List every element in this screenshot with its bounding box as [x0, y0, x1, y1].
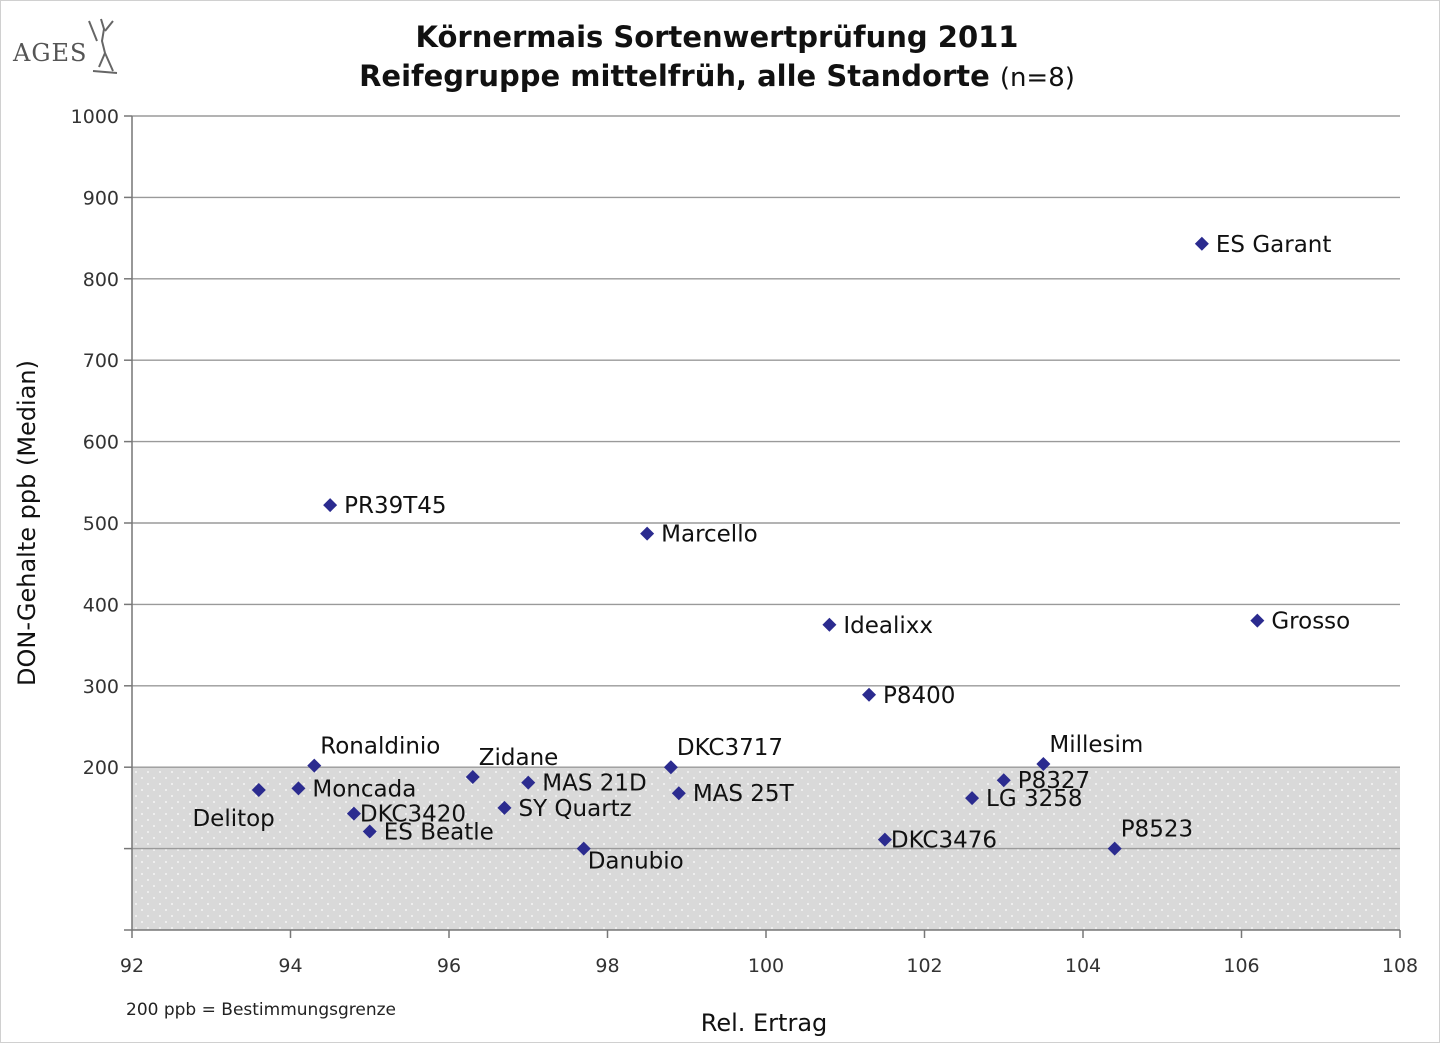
- data-point-marker: [1107, 841, 1122, 856]
- data-point-marker: [521, 775, 536, 790]
- y-tick-label: 700: [83, 350, 119, 372]
- data-point-label: Danubio: [588, 849, 684, 875]
- x-tick-label: 104: [1065, 955, 1101, 977]
- y-tick-label: 800: [83, 269, 119, 291]
- data-point-marker: [497, 800, 512, 815]
- data-point-marker: [346, 806, 361, 821]
- x-axis-title: Rel. Ertrag: [701, 1009, 828, 1037]
- data-point-label: Grosso: [1271, 609, 1350, 635]
- data-point-marker: [1250, 613, 1265, 628]
- x-tick-label: 106: [1223, 955, 1259, 977]
- chart-title: Körnermais Sortenwertprüfung 2011: [416, 20, 1019, 54]
- logo-text: AGES: [12, 39, 87, 67]
- x-tick-label: 96: [437, 955, 461, 977]
- data-point-marker: [362, 824, 377, 839]
- data-point-label: Ronaldinio: [320, 734, 440, 760]
- x-tick-label: 94: [278, 955, 302, 977]
- data-point-label: DKC3476: [891, 828, 997, 854]
- data-point-label: DKC3420: [360, 802, 466, 828]
- data-point-marker: [862, 687, 877, 702]
- data-point-label: SY Quartz: [518, 796, 631, 822]
- x-tick-label: 92: [120, 955, 144, 977]
- logo-figure-icon: [88, 18, 118, 74]
- y-tick-label: 600: [83, 432, 119, 454]
- data-point-marker: [663, 760, 678, 775]
- x-tick-label: 100: [748, 955, 784, 977]
- data-point-marker: [307, 758, 322, 773]
- y-tick-label: 200: [83, 757, 119, 779]
- data-point-label: P8400: [883, 683, 955, 709]
- data-point-marker: [640, 526, 655, 541]
- chart-subtitle-suffix: (n=8): [1000, 63, 1075, 93]
- data-point-label: PR39T45: [344, 493, 446, 519]
- x-tick-label: 98: [595, 955, 619, 977]
- data-point-label: DKC3717: [677, 735, 783, 761]
- chart-subtitle-line: Reifegruppe mittelfrüh, alle Standorte (n…: [359, 59, 1075, 93]
- y-tick-label: 500: [83, 513, 119, 535]
- data-point-marker: [965, 791, 980, 806]
- data-point-label: MAS 25T: [693, 781, 795, 807]
- data-point-label: Delitop: [192, 806, 274, 832]
- data-point-marker: [465, 769, 480, 784]
- data-point-marker: [996, 773, 1011, 788]
- footnote: 200 ppb = Bestimmungsgrenze: [126, 1000, 396, 1020]
- data-point-marker: [1036, 756, 1051, 771]
- data-point-label: ES Garant: [1216, 232, 1332, 258]
- data-point-label: Millesim: [1049, 732, 1143, 758]
- data-point-label: MAS 21D: [542, 771, 646, 797]
- y-tick-label: 1000: [71, 106, 119, 128]
- ages-logo: AGES: [12, 18, 118, 74]
- data-point-label: P8523: [1121, 817, 1193, 843]
- data-point-marker: [877, 832, 892, 847]
- data-point-marker: [291, 781, 306, 796]
- data-point-label: Moncada: [312, 776, 416, 802]
- data-point-marker: [822, 617, 837, 632]
- data-point-label: LG 3258: [986, 786, 1082, 812]
- y-tick-label: 900: [83, 187, 119, 209]
- y-tick-label: 300: [83, 676, 119, 698]
- data-point-label: P8327: [1018, 768, 1090, 794]
- data-point-marker: [671, 786, 686, 801]
- y-tick-label: 400: [83, 594, 119, 616]
- data-point-label: ES Beatle: [384, 820, 494, 846]
- data-point-marker: [576, 841, 591, 856]
- y-axis-title: DON-Gehalte ppb (Median): [13, 360, 41, 686]
- x-tick-label: 102: [906, 955, 942, 977]
- data-point-marker: [251, 782, 266, 797]
- plot-area: 200 300 400 500 600 700 800 900 1000 92 94 96 98 100 1…: [71, 106, 1418, 977]
- data-point-label: Zidane: [479, 745, 559, 771]
- data-point-marker: [1194, 236, 1209, 251]
- data-point-label: Idealixx: [843, 613, 933, 639]
- x-tick-label: 108: [1382, 955, 1418, 977]
- chart-subtitle: Reifegruppe mittelfrüh, alle Standorte: [359, 59, 990, 93]
- data-point-label: Marcello: [661, 522, 758, 548]
- data-point-marker: [323, 498, 338, 513]
